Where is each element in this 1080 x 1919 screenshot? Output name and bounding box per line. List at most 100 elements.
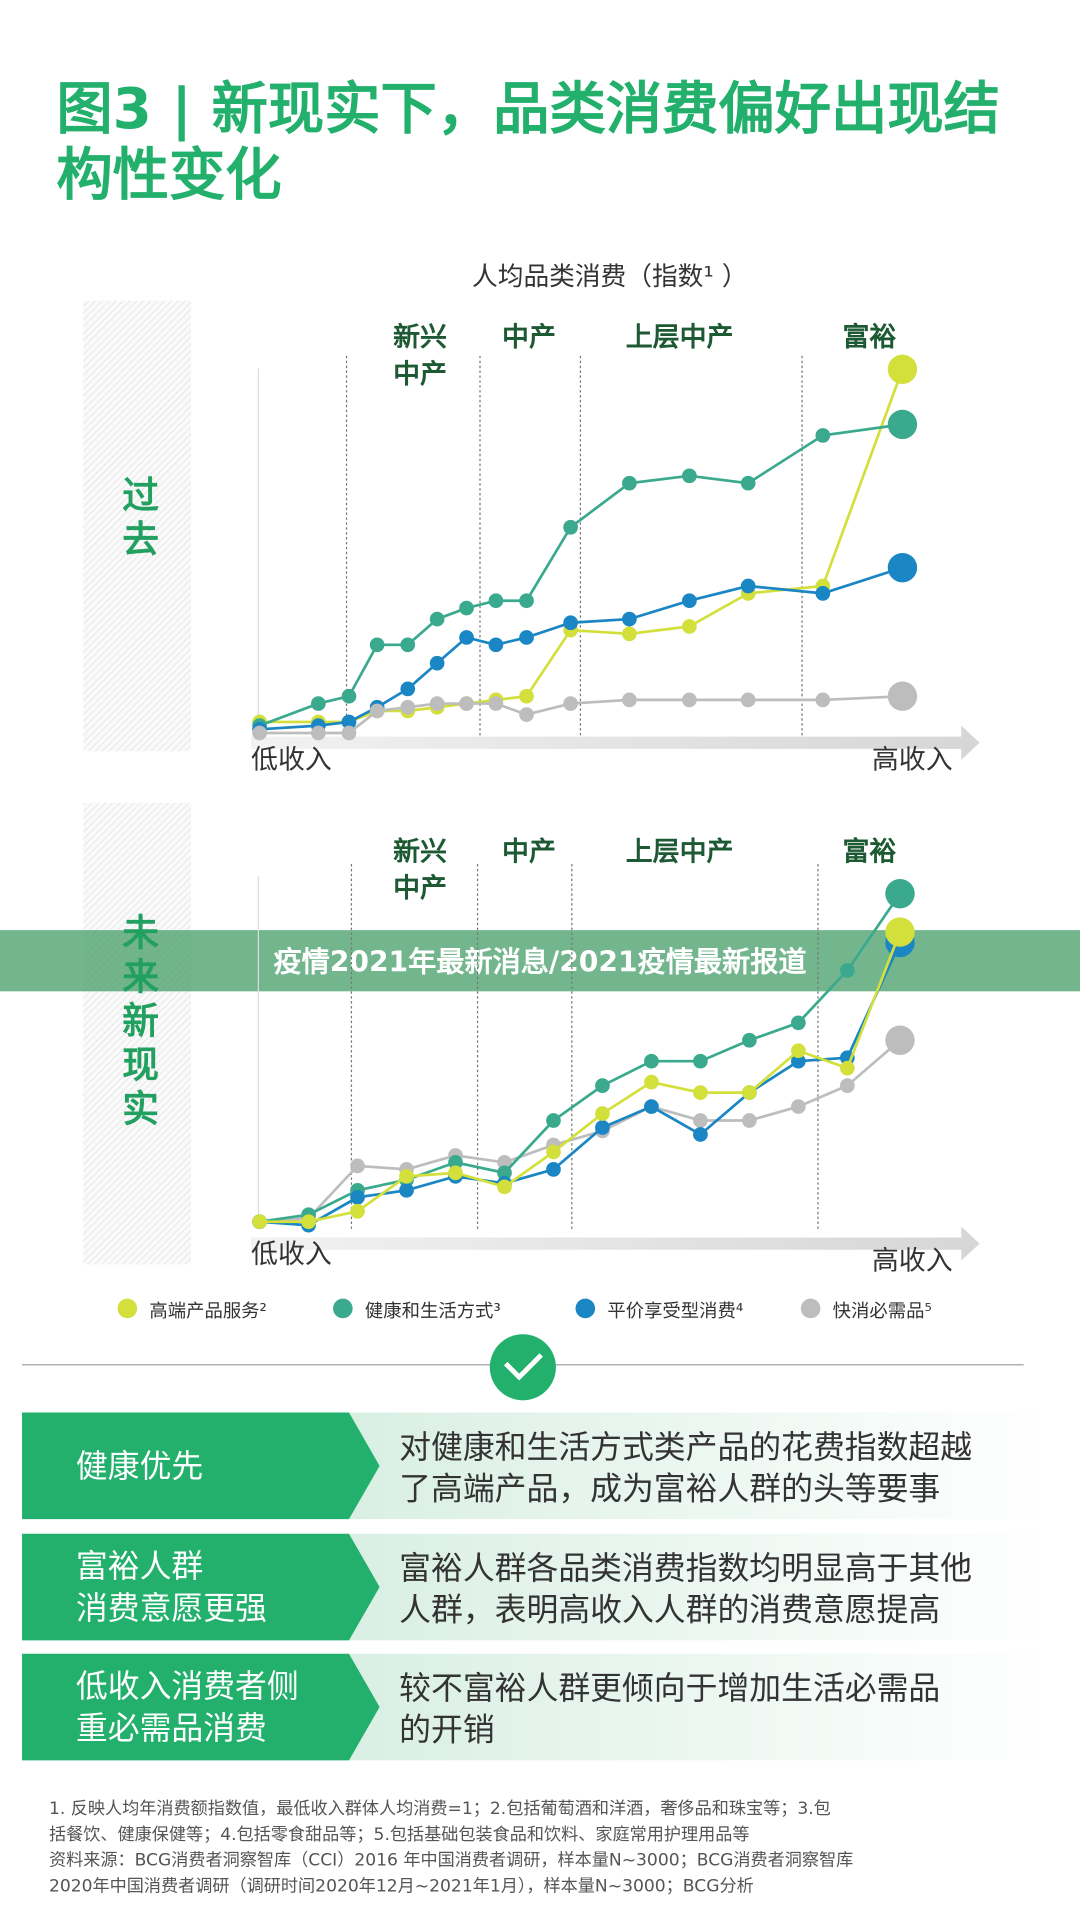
row-tag-text: 重必需品消费 — [76, 1709, 267, 1747]
row-tag — [22, 1653, 380, 1761]
chart-subtitle: 人均品类消费（指数¹ ） — [472, 262, 748, 292]
row-text: 了高端产品，成为富裕人群的头等要事 — [399, 1470, 940, 1508]
data-point — [563, 696, 578, 711]
data-point — [252, 725, 267, 741]
x-axis-label: 高收入 — [872, 1245, 953, 1276]
data-point — [791, 1053, 806, 1069]
data-point — [791, 1043, 806, 1059]
data-point — [563, 519, 578, 535]
data-point — [840, 963, 855, 978]
side-panel — [83, 300, 192, 752]
data-point — [693, 1127, 708, 1142]
data-point — [341, 688, 357, 704]
data-point — [488, 696, 504, 711]
x-axis-label: 高收入 — [872, 744, 953, 775]
series-line — [259, 368, 904, 724]
row-text: 对健康和生活方式类产品的花费指数超越 — [399, 1428, 972, 1466]
segment-label: 上层中产 — [626, 836, 734, 867]
segment-label: 新兴 — [393, 835, 447, 867]
data-point — [742, 1085, 757, 1100]
data-point — [546, 1162, 561, 1177]
x-axis-arrow — [251, 1226, 980, 1261]
series-line — [259, 892, 902, 1224]
data-point — [497, 1165, 512, 1181]
series-line — [259, 941, 902, 1227]
legend-label: 健康和生活方式³ — [365, 1301, 501, 1322]
x-axis-label: 低收入 — [251, 1239, 332, 1270]
data-point — [595, 1106, 610, 1121]
data-point — [399, 1169, 414, 1184]
segment-label: 上层中产 — [626, 322, 734, 353]
segment-label: 中产 — [393, 359, 447, 390]
data-point — [740, 475, 756, 491]
check-mark — [503, 1353, 543, 1381]
data-point — [350, 1189, 365, 1205]
data-point — [682, 468, 697, 484]
data-point — [369, 637, 385, 653]
legend-label: 高端产品服务² — [149, 1301, 267, 1322]
data-point — [644, 1074, 659, 1090]
data-point — [791, 1099, 806, 1114]
data-point — [840, 1078, 855, 1093]
data-point — [815, 586, 831, 601]
series-line — [259, 931, 902, 1224]
footnote: 资料来源：BCG消费者洞察智库（CCI）2016 年中国消费者调研，样本量N~3… — [49, 1851, 853, 1871]
data-point — [400, 681, 416, 697]
row-tag — [22, 1533, 380, 1641]
data-point — [693, 1085, 708, 1100]
data-point — [887, 681, 918, 711]
side-label: 过去 — [116, 476, 159, 564]
data-point — [644, 1053, 659, 1069]
data-point — [815, 692, 831, 708]
data-point — [519, 630, 534, 645]
series-line — [259, 1039, 901, 1224]
data-point — [350, 1203, 365, 1219]
segment-label: 新兴 — [393, 321, 447, 353]
segment-label: 富裕 — [842, 321, 896, 353]
title: 构性变化 — [56, 143, 281, 208]
data-point — [546, 1113, 561, 1128]
banner: 疫情2021年最新消息/2021疫情最新报道 — [0, 930, 1080, 992]
data-point — [311, 696, 326, 711]
side-panel — [83, 802, 192, 1265]
side-label: 未来新现实 — [116, 913, 159, 1133]
data-point — [448, 1165, 463, 1181]
data-point — [341, 714, 357, 730]
data-point — [885, 917, 915, 947]
data-point — [400, 637, 416, 653]
legend-swatch — [800, 1298, 821, 1319]
data-point — [488, 637, 504, 653]
data-point — [369, 703, 385, 719]
data-point — [622, 475, 637, 491]
data-point — [341, 725, 357, 741]
row-bg — [348, 1533, 1056, 1641]
data-point — [740, 578, 756, 594]
title: 图3 | 新现实下，品类消费偏好出现结 — [56, 77, 1000, 143]
data-point — [693, 1113, 708, 1128]
data-point — [399, 1182, 414, 1198]
data-point — [429, 611, 445, 627]
data-point — [595, 1078, 610, 1093]
check-icon — [489, 1334, 556, 1401]
footnote: 括餐饮、健康保健等；4.包括零食甜品等；5.包括基础包装食品和饮料、家庭常用护理… — [49, 1825, 750, 1845]
x-axis-label: 低收入 — [251, 744, 332, 775]
data-point — [682, 692, 697, 708]
data-point — [459, 630, 474, 645]
data-point — [400, 699, 416, 715]
legend-swatch — [575, 1298, 596, 1319]
data-point — [497, 1179, 512, 1195]
data-point — [740, 692, 756, 708]
segment-label: 中产 — [502, 322, 556, 353]
data-point — [887, 409, 918, 440]
data-point — [595, 1120, 610, 1135]
data-point — [546, 1144, 561, 1160]
data-point — [252, 1214, 267, 1230]
footnote: 1. 反映人均年消费额指数值，最低收入群体人均消费=1；2.包括葡萄酒和洋酒，奢… — [49, 1799, 831, 1819]
row-tag-text: 消费意愿更强 — [76, 1589, 267, 1627]
row-text: 富裕人群各品类消费指数均明显高于其他 — [399, 1549, 972, 1587]
data-point — [519, 707, 534, 722]
data-point — [429, 655, 445, 671]
data-point — [488, 593, 504, 609]
banner-text: 疫情2021年最新消息/2021疫情最新报道 — [273, 946, 806, 979]
row-tag-text: 富裕人群 — [76, 1547, 203, 1585]
